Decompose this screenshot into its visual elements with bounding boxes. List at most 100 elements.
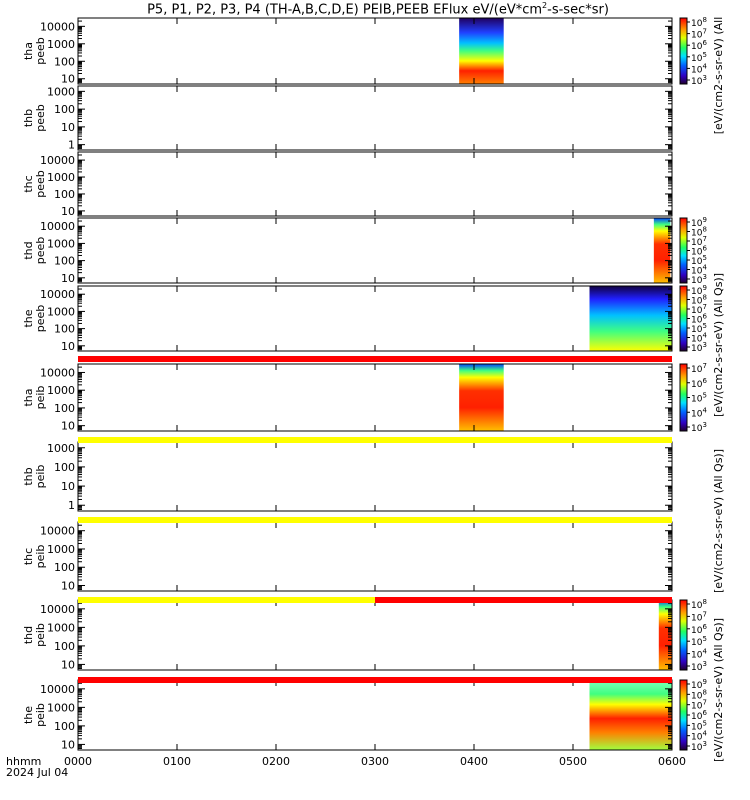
colorbar-tick-label: 103 (691, 74, 707, 87)
species-label: peeb (34, 237, 47, 265)
colorbar-tick-exp: 3 (702, 740, 706, 748)
y-tick-label: 100 (54, 188, 75, 201)
y-tick-label: 1000 (47, 442, 75, 455)
colorbar-tick-exp: 3 (702, 273, 706, 281)
x-tick-label: 0400 (460, 755, 488, 768)
colorbar-tick-exp: 6 (702, 377, 707, 385)
colorbar-tick-exp: 3 (702, 341, 706, 349)
colorbar-tick-exp: 9 (702, 284, 706, 292)
species-label: peeb (34, 305, 47, 333)
colorbar-tick-exp: 8 (702, 226, 706, 234)
panel-frame (77, 599, 673, 671)
colorbar-tick-exp: 5 (702, 719, 706, 727)
chart-title: P5, P1, P2, P3, P4 (TH-A,B,C,D,E) PEIB,P… (147, 1, 609, 18)
y-tick-label: 10 (61, 121, 75, 134)
colorbar-tick-exp: 3 (702, 660, 706, 668)
mode-flag-bar (78, 517, 672, 523)
colorbar-tick-label: 103 (691, 660, 707, 673)
y-tick-label: 100 (54, 720, 75, 733)
colorbar-tick-label: 106 (691, 377, 707, 390)
colorbar-tick-exp: 6 (702, 39, 707, 47)
colorbar-tick-label: 106 (691, 623, 707, 636)
colorbar (679, 679, 688, 751)
spectrogram-block (589, 286, 672, 351)
x-axis-date: 2024 Jul 04 (6, 766, 68, 779)
colorbar-tick-label: 104 (691, 648, 707, 661)
probe-label: the (22, 309, 35, 327)
x-tick-label: 0000 (64, 755, 92, 768)
x-axis-label: hhmm (6, 755, 41, 768)
colorbar-tick-exp: 6 (702, 623, 707, 631)
y-tick-label: 10000 (40, 683, 75, 696)
mode-flag-bar (375, 597, 672, 603)
colorbar-tick-exp: 4 (702, 730, 707, 738)
colorbar-tick-exp: 3 (702, 421, 706, 429)
colorbar-tick-label: 107 (691, 362, 707, 375)
x-tick-label: 0500 (559, 755, 587, 768)
colorbar-tick-exp: 7 (702, 235, 706, 243)
colorbar-title: [eV/(cm2-s-sr-eV) (All Qs)] (712, 273, 725, 417)
panel-frame (77, 85, 673, 151)
panel-ylabel: thc peib (22, 545, 47, 569)
mode-flag-bar (78, 677, 672, 683)
colorbar (679, 599, 688, 671)
y-tick-label: 1000 (47, 85, 75, 98)
colorbar-tick-exp: 5 (702, 392, 706, 400)
colorbar (679, 17, 688, 85)
colorbar (679, 285, 688, 352)
y-tick-label: 10 (61, 738, 75, 751)
colorbar-tick-exp: 4 (702, 406, 707, 414)
y-tick-label: 1000 (47, 305, 75, 318)
colorbar-tick-exp: 6 (702, 245, 707, 253)
mode-flag-bar (78, 437, 672, 443)
y-tick-label: 10000 (40, 603, 75, 616)
probe-label: thb (22, 109, 35, 127)
panel-ylabel: tha peeb (22, 37, 47, 65)
y-tick-label: 100 (54, 461, 75, 474)
y-tick-label: 10 (61, 658, 75, 671)
colorbar-tick-exp: 8 (702, 294, 706, 302)
probe-label: tha (22, 42, 35, 60)
probe-label: thc (22, 548, 35, 565)
colorbar-tick-label: 105 (691, 392, 707, 405)
panel-frame (77, 521, 673, 592)
y-tick-label: 10000 (40, 220, 75, 233)
y-tick-label: 1000 (47, 384, 75, 397)
colorbar-tick-exp: 7 (702, 610, 706, 618)
colorbar-tick-exp: 5 (702, 635, 706, 643)
colorbar (679, 363, 688, 432)
y-tick-label: 10 (61, 73, 75, 86)
colorbar-tick-exp: 8 (702, 688, 706, 696)
y-tick-label: 100 (54, 255, 75, 268)
colorbar-tick-exp: 6 (702, 709, 707, 717)
mode-flag-bar (78, 356, 672, 362)
species-label: peib (34, 623, 47, 647)
y-tick-label: 1000 (47, 237, 75, 250)
colorbar-tick-label: 107 (691, 610, 707, 623)
x-tick-label: 0300 (361, 755, 389, 768)
y-tick-label: 10 (61, 205, 75, 218)
colorbar-title-text: [eV/(cm2-s-sr-eV) (All Qs)] (712, 618, 725, 762)
probe-label: thc (22, 175, 35, 192)
y-tick-label: 100 (54, 640, 75, 653)
y-tick-label: 1000 (47, 38, 75, 51)
spectrogram-block (658, 600, 672, 670)
panel-frame (77, 217, 673, 284)
y-tick-label: 10 (61, 580, 75, 593)
y-tick-label: 1000 (47, 701, 75, 714)
species-label: peeb (34, 37, 47, 65)
spectrogram-block (459, 18, 504, 84)
spectrogram-block (589, 680, 672, 750)
y-tick-label: 10000 (40, 20, 75, 33)
y-tick-label: 10000 (40, 525, 75, 538)
panel-frame (77, 679, 673, 751)
y-tick-label: 10 (61, 340, 75, 353)
y-tick-label: 100 (54, 103, 75, 116)
species-label: peib (34, 465, 47, 489)
panel-ylabel: thc peeb (22, 170, 47, 198)
colorbar-title: [eV/(cm2-s-sr-eV) (All Qs)] (712, 449, 725, 593)
y-tick-label: 1000 (47, 543, 75, 556)
panel-frame (77, 285, 673, 352)
panel-frame (77, 363, 673, 432)
panel-ylabel: tha peib (22, 386, 47, 410)
